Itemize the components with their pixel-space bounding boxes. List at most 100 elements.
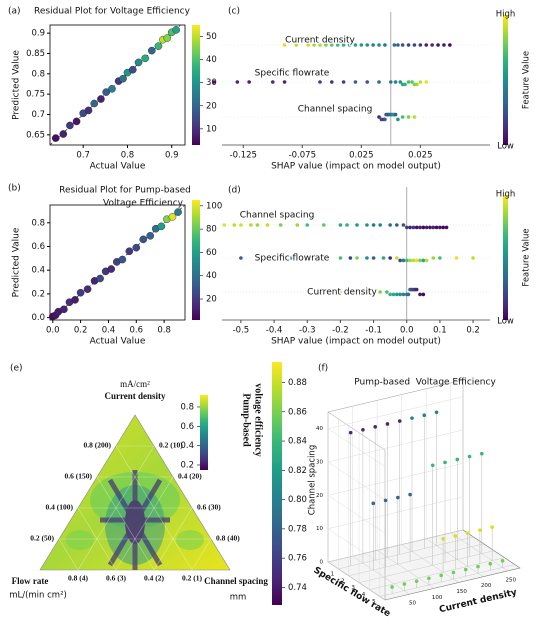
point	[453, 534, 458, 538]
left-tick-label: 0.2 (50)	[30, 534, 54, 543]
z-tick-label: 40	[316, 426, 323, 432]
shap-point	[282, 80, 287, 84]
colorbar-low: Low	[497, 317, 514, 327]
point	[154, 42, 163, 50]
shap-point	[414, 225, 419, 230]
point	[402, 582, 407, 586]
point	[51, 134, 60, 142]
shap-point	[341, 43, 346, 47]
x-tick-label: 0.025	[349, 151, 373, 161]
point	[434, 410, 439, 415]
shap-point	[406, 292, 411, 297]
shap-point	[471, 256, 475, 260]
shap-point	[383, 43, 387, 47]
feature-label: Specific flowrate	[255, 254, 330, 264]
shap-point	[381, 256, 386, 260]
point	[373, 425, 377, 429]
panel-label: (d)	[228, 186, 241, 196]
y-tick-label: 4	[362, 592, 366, 598]
colorbar	[503, 195, 508, 320]
z-grid-line	[327, 429, 464, 463]
x-tick-label: 0.9	[165, 151, 179, 161]
shap-point	[396, 117, 400, 122]
shap-point	[365, 290, 369, 294]
x-tick-label: 0.6	[130, 326, 144, 336]
shap-point	[385, 290, 389, 294]
shap-point	[401, 223, 406, 227]
colorbar-tick-label: 0.88	[288, 378, 307, 388]
point	[83, 285, 92, 293]
point	[146, 232, 155, 240]
x-tick-label: 150	[456, 589, 467, 595]
shap-point	[438, 256, 442, 260]
shap-point	[371, 290, 376, 294]
point	[500, 558, 505, 563]
shap-point	[305, 256, 310, 260]
feature-label: Channel spacing	[240, 211, 315, 221]
shap-point	[377, 43, 381, 47]
ternary-grid-line	[115, 476, 174, 571]
point	[119, 74, 127, 83]
y-tick-label: 2	[341, 578, 345, 584]
shap-point	[355, 290, 359, 294]
colorbar-tick-label: 0.78	[288, 524, 307, 534]
x-tick-label: 0.0	[46, 326, 60, 336]
shap-point	[398, 258, 402, 263]
shap-point	[428, 225, 432, 230]
point	[371, 501, 376, 506]
ternary-grid-line	[58, 538, 79, 571]
feature-label: Specific flowrate	[255, 69, 330, 79]
colorbar-tick-label: 40	[206, 55, 217, 65]
colorbar	[192, 200, 200, 320]
y-grid-line	[338, 536, 474, 570]
top-unit: mA/cm²	[120, 379, 150, 389]
shap-point	[318, 43, 322, 47]
right-tick-label: 0.4 (20)	[178, 472, 202, 481]
colorbar-tick-label: 50	[206, 32, 217, 42]
x-tick-label: -0.1	[365, 326, 382, 336]
shap-point	[322, 223, 326, 227]
shap-point	[406, 43, 411, 47]
shap-point	[239, 256, 243, 260]
chart-title: Residual Plot for Voltage Efficiency	[34, 7, 191, 17]
shap-point	[347, 43, 352, 47]
shap-point	[454, 256, 459, 260]
bottom-tick-label: 0.4 (2)	[144, 574, 164, 583]
point	[488, 561, 493, 566]
shap-point	[414, 258, 419, 263]
colorbar	[192, 25, 200, 145]
point	[59, 130, 68, 138]
chart-title: Pump-based Voltage Efficiency	[354, 378, 496, 388]
colorbar-tick-label: 80	[206, 225, 217, 235]
shap-point	[434, 225, 439, 230]
point	[172, 26, 180, 34]
shap-point	[418, 225, 422, 230]
point	[390, 585, 394, 589]
point	[427, 576, 431, 581]
right-unit: mm	[230, 593, 247, 603]
shap-point	[378, 223, 383, 227]
shap-point	[411, 225, 416, 230]
y-grid-line	[379, 564, 515, 597]
shap-point	[388, 292, 392, 297]
ternary-grid-line	[77, 507, 117, 571]
x-axis-label: Current density	[438, 588, 518, 616]
y-tick-label: 0.85	[26, 49, 45, 59]
point	[443, 460, 447, 465]
shap-point	[353, 80, 358, 84]
x-grid-line	[426, 538, 484, 577]
shap-point	[295, 223, 300, 227]
point	[439, 573, 443, 578]
shap-point	[389, 80, 393, 84]
point	[430, 463, 435, 468]
point	[72, 117, 81, 126]
x-tick-label: 0.8	[121, 151, 135, 161]
shap-point	[394, 292, 399, 297]
bottom-tick-label: 0.2 (1)	[182, 574, 202, 583]
x-tick-label: -0.075	[289, 151, 316, 161]
panel-label: (b)	[8, 184, 21, 194]
point	[76, 288, 85, 297]
z-grid-line	[327, 561, 386, 601]
z-grid-line	[327, 461, 386, 501]
shap-point	[348, 256, 353, 260]
